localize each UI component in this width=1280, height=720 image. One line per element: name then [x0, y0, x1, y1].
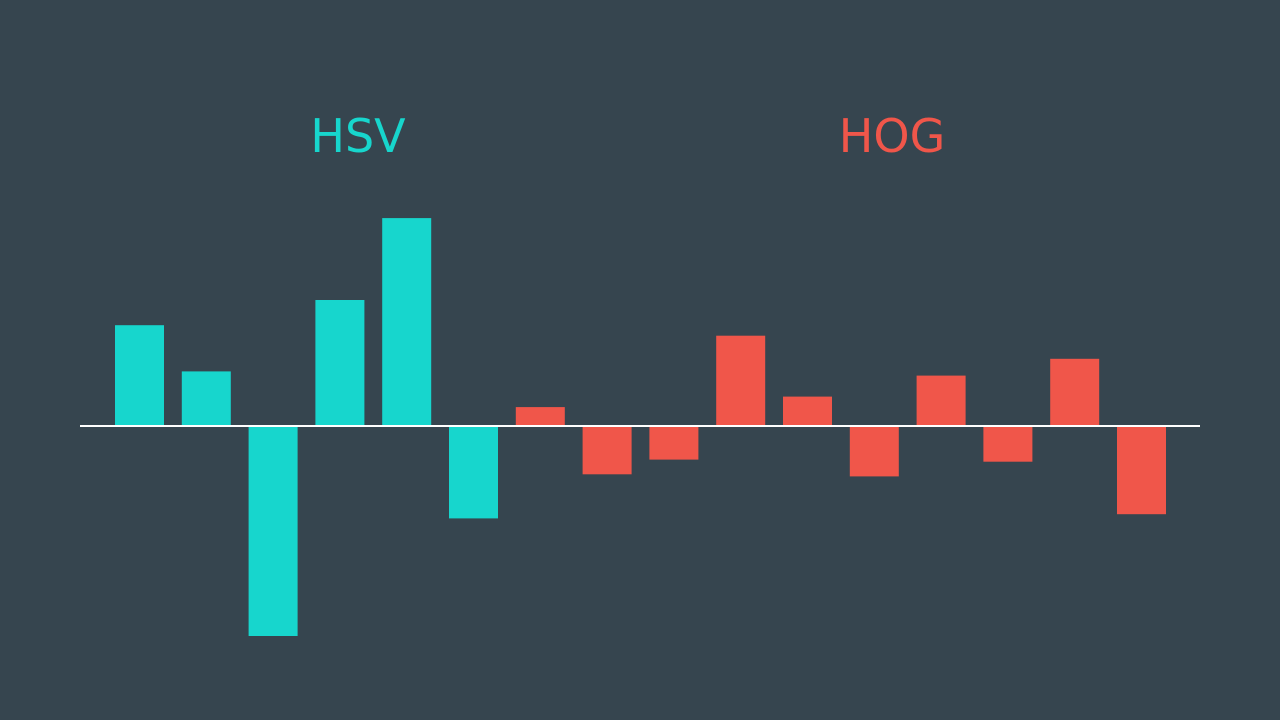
bar-hsv-3 — [248, 426, 298, 636]
bar-hog-3 — [649, 426, 699, 460]
bar-hsv-4 — [315, 300, 365, 426]
bar-hsv-2 — [181, 371, 231, 426]
bar-hog-5 — [783, 396, 832, 426]
series-label-hsv: HSV — [310, 109, 406, 163]
bar-hsv-6 — [449, 426, 498, 519]
bars-group — [115, 218, 1166, 636]
bar-hsv-1 — [115, 325, 164, 426]
bar-hog-9 — [1050, 358, 1100, 426]
bar-hog-8 — [983, 426, 1033, 462]
bar-hog-6 — [849, 426, 899, 477]
bar-hog-2 — [582, 426, 632, 475]
bar-hog-10 — [1117, 426, 1166, 515]
bar-hsv-5 — [382, 218, 432, 426]
bar-hog-4 — [716, 335, 766, 426]
series-label-hog: HOG — [839, 109, 945, 163]
bar-hog-1 — [515, 407, 565, 426]
bar-hog-7 — [916, 375, 966, 426]
